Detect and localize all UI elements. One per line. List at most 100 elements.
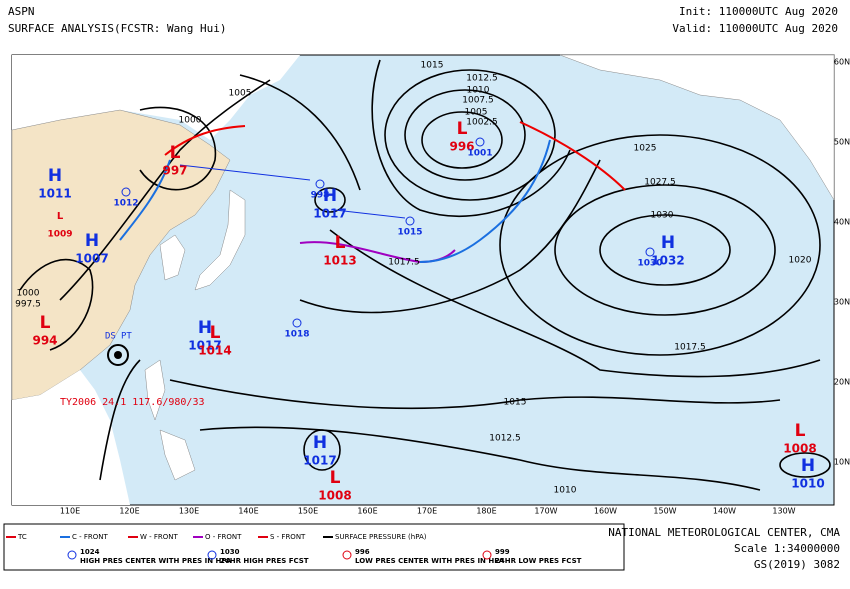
longitude-label: 130E xyxy=(179,507,199,516)
legend-mark xyxy=(482,550,492,560)
center-symbol: H xyxy=(313,433,327,453)
center-value: 1011 xyxy=(38,187,71,201)
center-symbol: H xyxy=(661,233,675,253)
legend-text: HIGH PRES CENTER WITH PRES IN HPA xyxy=(80,557,232,565)
product: ASPN xyxy=(8,5,35,18)
isobar-label: 1002.5 xyxy=(466,118,498,128)
forecast-center-marker xyxy=(121,187,131,197)
legend-value: 996 xyxy=(355,548,370,556)
isobar-label: 1025 xyxy=(634,144,657,154)
init-time: Init: 110000UTC Aug 2020 xyxy=(679,5,838,18)
latitude-label: 40N xyxy=(834,218,850,227)
legend-mark xyxy=(342,550,352,560)
forecast-center-value: 1012 xyxy=(113,199,138,209)
center-value: 1008 xyxy=(318,489,351,503)
forecast-center-value: 998 xyxy=(311,191,330,201)
map-code: GS(2019) 3082 xyxy=(754,558,840,571)
latitude-label: 50N xyxy=(834,138,850,147)
land-philippines xyxy=(144,359,196,481)
forecast-center-marker xyxy=(475,137,485,147)
latitude-label: 10N xyxy=(834,458,850,467)
scale: Scale 1:34000000 xyxy=(734,542,840,555)
forecast-center-value: 1001 xyxy=(467,149,492,159)
isobar-label: 1017.5 xyxy=(388,258,420,268)
legend: TC C - FRONT W - FRONT O - FRONT S - FRONT SU… xyxy=(3,523,625,571)
legend-item: S - FRONT xyxy=(270,533,306,541)
isobar-label: 1000 xyxy=(17,289,40,299)
center-symbol: L xyxy=(57,211,64,222)
center-symbol: L xyxy=(210,323,221,343)
center-symbol: H xyxy=(85,231,99,251)
center-value: 1014 xyxy=(198,344,231,358)
isobar-label: 1015 xyxy=(504,398,527,408)
forecast-center-value: 1018 xyxy=(284,330,309,340)
center-symbol: L xyxy=(170,143,181,163)
fronts xyxy=(107,121,626,366)
legend-value: 999 xyxy=(495,548,510,556)
isobar-label: 997.5 xyxy=(15,300,41,310)
longitude-label: 160W xyxy=(594,507,617,516)
center-symbol: L xyxy=(457,119,468,139)
latitude-label: 20N xyxy=(834,378,850,387)
center-value: 1032 xyxy=(651,254,684,268)
longitude-label: 110E xyxy=(60,507,80,516)
isobar-label: 1000 xyxy=(179,116,202,126)
center-value: 996 xyxy=(449,140,474,154)
center-symbol: L xyxy=(40,313,51,333)
valid-time: Valid: 110000UTC Aug 2020 xyxy=(672,22,838,35)
typhoon-tag: PT xyxy=(121,332,132,342)
isobar-label: 1010 xyxy=(467,86,490,96)
forecast-center-marker xyxy=(292,318,302,328)
agency: NATIONAL METEOROLOGICAL CENTER, CMA xyxy=(608,526,840,539)
longitude-label: 160E xyxy=(357,507,377,516)
land-sea xyxy=(12,370,130,505)
legend-item: C - FRONT xyxy=(72,533,109,541)
center-value: 1017 xyxy=(313,207,346,221)
typhoon-label: TY2006 24.1 117.6/980/33 xyxy=(60,397,205,408)
longitude-label: 150E xyxy=(298,507,318,516)
center-value: 1010 xyxy=(791,477,824,491)
center-symbol: L xyxy=(335,233,346,253)
forecast-center-marker xyxy=(645,247,655,257)
center-symbol: H xyxy=(48,166,62,186)
center-symbol: H xyxy=(323,186,337,206)
longitude-label: 140E xyxy=(238,507,258,516)
center-value: 994 xyxy=(32,334,57,348)
longitude-label: 130W xyxy=(772,507,795,516)
longitude-label: 170E xyxy=(417,507,437,516)
isobar-label: 1010 xyxy=(554,486,577,496)
center-value: 1013 xyxy=(323,254,356,268)
longitude-label: 150W xyxy=(653,507,676,516)
center-symbol: H xyxy=(198,318,212,338)
legend-item: TC xyxy=(17,533,27,541)
forecast-center-marker xyxy=(405,216,415,226)
longitude-label: 120E xyxy=(119,507,139,516)
center-value: 1017 xyxy=(188,339,221,353)
land-japan xyxy=(194,189,246,291)
land-korea xyxy=(159,234,186,281)
isobar-label: 1012.5 xyxy=(489,434,521,444)
legend-text: LOW PRES CENTER WITH PRES IN HPA xyxy=(355,557,505,565)
legend-item: SURFACE PRESSURE (hPA) xyxy=(335,533,427,541)
isobar-label: 1005 xyxy=(465,108,488,118)
analyst: SURFACE ANALYSIS(FCSTR: Wang Hui) xyxy=(8,22,227,35)
latitude-label: 60N xyxy=(834,58,850,67)
legend-box xyxy=(3,523,625,571)
isobar-label: 1005 xyxy=(229,89,252,99)
legend-item: W - FRONT xyxy=(140,533,179,541)
forecast-center-marker xyxy=(315,179,325,189)
center-symbol: L xyxy=(795,421,806,441)
isobar-label: 1027.5 xyxy=(644,178,676,188)
land-alaska xyxy=(559,54,835,201)
center-value: 997 xyxy=(162,164,187,178)
longitude-label: 140W xyxy=(713,507,736,516)
legend-text: 24HR HIGH PRES FCST xyxy=(220,557,309,565)
isobar-label: 1012.5 xyxy=(466,74,498,84)
forecast-center-value: 1015 xyxy=(397,228,422,238)
isobar-label: 1015 xyxy=(421,61,444,71)
forecast-center-value: 1030 xyxy=(637,259,662,269)
isobars xyxy=(19,59,831,491)
isobar-label: 1020 xyxy=(789,256,812,266)
legend-text: 24HR LOW PRES FCST xyxy=(495,557,582,565)
longitude-label: 170W xyxy=(534,507,557,516)
